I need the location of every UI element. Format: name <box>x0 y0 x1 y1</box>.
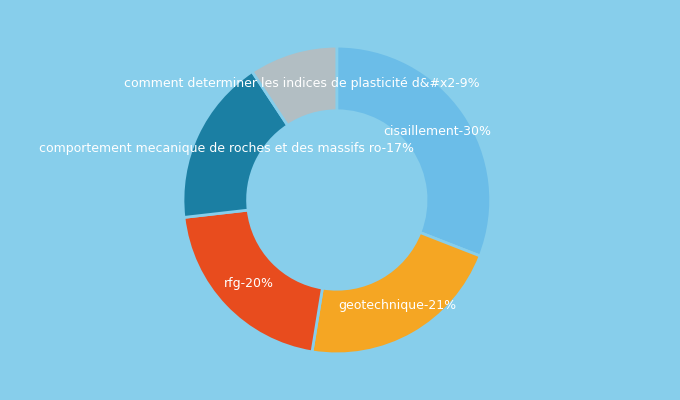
Wedge shape <box>184 210 322 352</box>
Wedge shape <box>337 46 491 256</box>
Wedge shape <box>252 46 337 126</box>
Text: cisaillement-30%: cisaillement-30% <box>384 125 491 138</box>
Text: geotechnique-21%: geotechnique-21% <box>338 299 456 312</box>
Text: comportement mecanique de roches et des massifs ro-17%: comportement mecanique de roches et des … <box>39 142 414 155</box>
Text: comment determiner les indices de plasticité d&#x2-9%: comment determiner les indices de plasti… <box>124 77 479 90</box>
Wedge shape <box>312 232 480 354</box>
Text: rfg-20%: rfg-20% <box>224 277 274 290</box>
Wedge shape <box>183 72 288 218</box>
